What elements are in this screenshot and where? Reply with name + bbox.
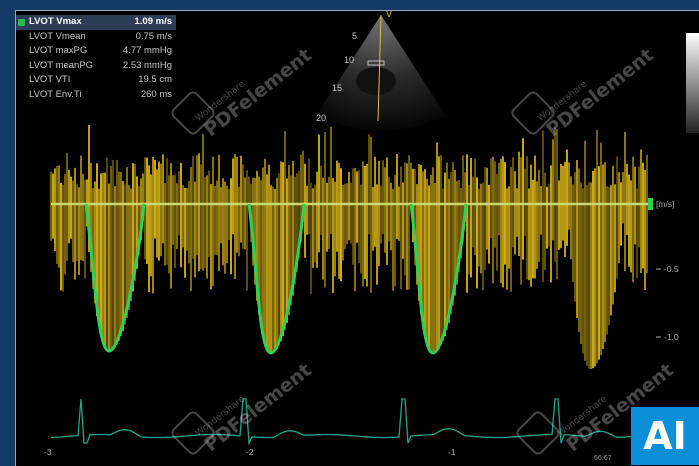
vti-trace — [409, 203, 468, 355]
active-marker — [18, 19, 25, 26]
velocity-tick-05: -0.5 — [664, 264, 679, 274]
time-tick-3: -3 — [44, 447, 52, 457]
ultrasound-screen: LVOT Vmax 1.09 m/s LVOT Vmean 0.75 m/s LVOT … — [15, 10, 699, 466]
doppler-spectrum — [50, 125, 648, 369]
measurement-value: 0.75 m/s — [135, 30, 172, 42]
time-tick-2: -2 — [246, 447, 254, 457]
depth-10: 10 — [344, 55, 354, 65]
measurement-value: 260 ms — [140, 88, 172, 100]
measurement-label: LVOT Vmean — [29, 30, 86, 42]
depth-20: 20 — [316, 113, 326, 123]
measurement-row: LVOT meanPG 2.53 mmHg — [16, 59, 176, 74]
baseline-marker — [648, 198, 653, 210]
probe-marker: V — [386, 11, 392, 19]
measurement-value: 1.09 m/s — [134, 16, 173, 27]
sector-chamber — [356, 67, 396, 95]
ai-badge: AI — [631, 407, 699, 465]
measurement-label: LVOT meanPG — [29, 59, 94, 71]
velocity-tick-10: -1.0 — [664, 332, 679, 342]
measurement-row: LVOT Env.Ti 260 ms — [16, 88, 176, 103]
measurement-value: 4.77 mmHg — [122, 45, 172, 56]
velocity-unit: [m/s] — [656, 199, 674, 209]
time-tick-1: -1 — [448, 447, 456, 457]
measurement-value: 2.53 mmHg — [122, 59, 172, 71]
measurement-row: LVOT VTI 19.5 cm — [16, 73, 176, 88]
heart-rate-readout: 66.67 — [594, 455, 612, 462]
measurement-row: LVOT Vmean 0.75 m/s — [16, 30, 176, 45]
measurement-label: LVOT Env.Ti — [29, 88, 82, 100]
depth-15: 15 — [332, 83, 342, 93]
vti-trace — [84, 203, 146, 353]
measurement-label: LVOT maxPG — [29, 45, 88, 56]
measurement-label: LVOT VTI — [29, 74, 71, 85]
ecg-trace — [50, 398, 649, 446]
measurement-row: LVOT maxPG 4.77 mmHg — [16, 44, 176, 59]
spectral-doppler: [m/s] -0.5 -1.0 -3 -2 -1 66.67 — [44, 125, 679, 462]
sample-gate — [367, 60, 385, 66]
sector-image: V 5 10 15 20 — [316, 11, 446, 131]
depth-5: 5 — [352, 31, 357, 41]
measurement-row: LVOT Vmax 1.09 m/s — [16, 15, 176, 30]
measurement-label: LVOT Vmax — [29, 16, 82, 27]
vti-trace — [247, 203, 306, 355]
grayscale-bar — [686, 33, 699, 133]
measurement-value: 19.5 cm — [138, 74, 172, 85]
cursor-line — [377, 14, 382, 122]
measurement-panel: LVOT Vmax 1.09 m/s LVOT Vmean 0.75 m/s LVOT … — [16, 15, 176, 102]
vti-traces — [84, 203, 468, 355]
